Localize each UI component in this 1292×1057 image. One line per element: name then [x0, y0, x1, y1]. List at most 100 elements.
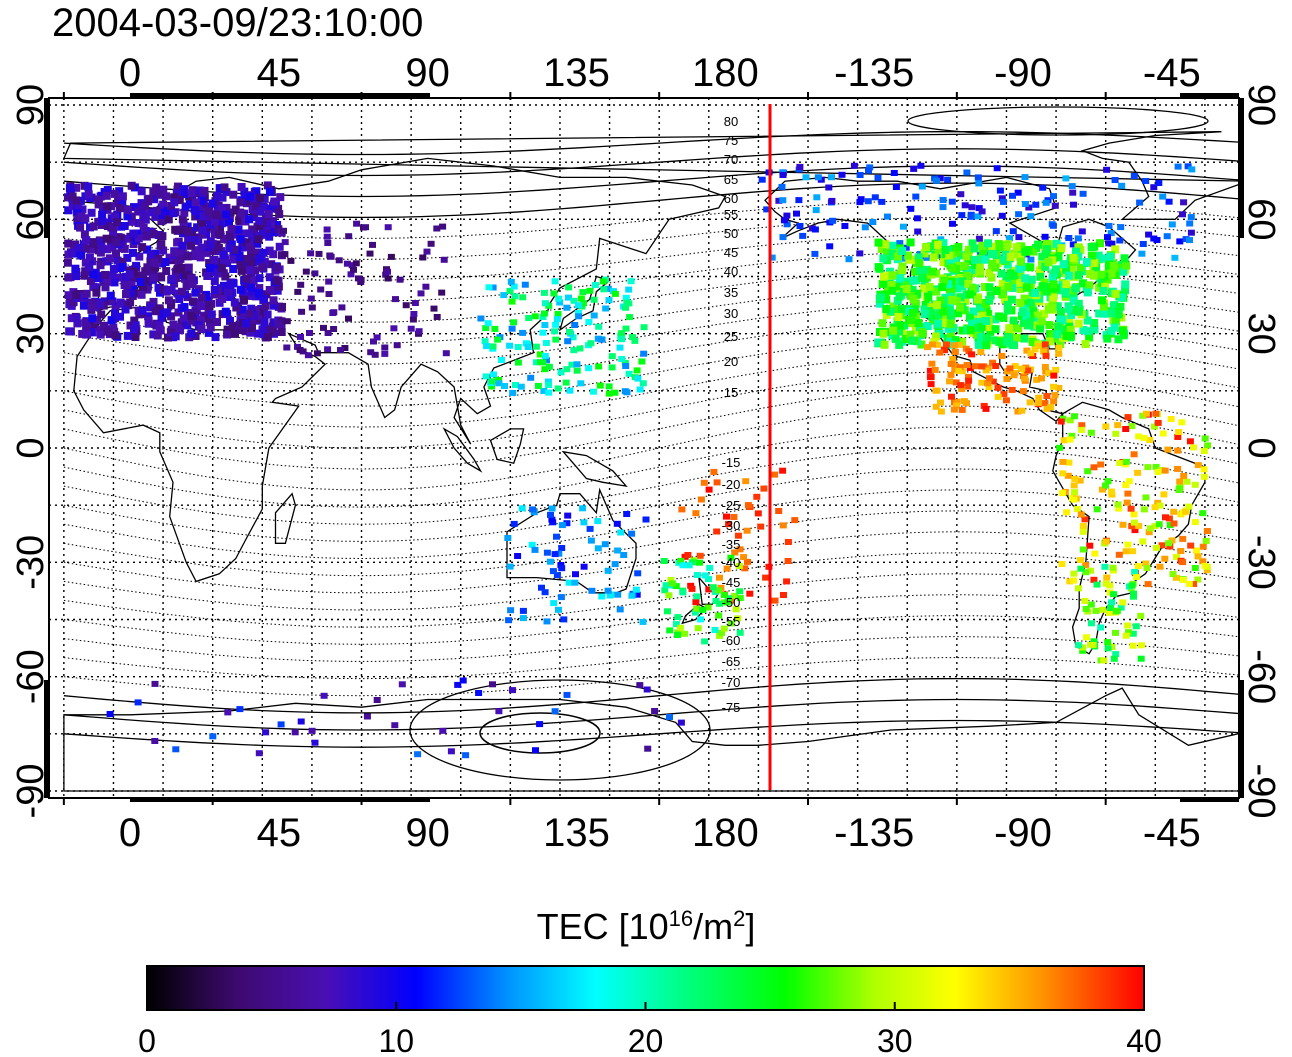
tec-pixel	[213, 318, 221, 326]
tec-pixel	[946, 336, 955, 345]
tec-pixel	[511, 293, 519, 300]
tec-pixel	[414, 751, 422, 758]
tec-pixel	[184, 263, 193, 272]
tec-pixel	[1191, 519, 1199, 526]
tec-pixel	[888, 241, 897, 250]
tec-pixel	[672, 621, 680, 628]
tec-pixel	[882, 295, 891, 304]
tec-pixel	[1112, 629, 1119, 636]
lat-label-right: 60	[1240, 198, 1282, 240]
tec-pixel	[514, 359, 522, 366]
tec-pixel	[1174, 163, 1182, 170]
tec-pixel	[120, 222, 129, 230]
tec-pixel	[1045, 321, 1054, 330]
mag-lat-contour	[63, 319, 1239, 386]
tec-pixel	[1050, 383, 1058, 390]
tec-pixel	[514, 344, 522, 350]
tec-pixel	[87, 208, 96, 217]
tec-pixel	[1098, 606, 1106, 613]
tec-pixel	[904, 251, 913, 260]
tec-pixel	[1097, 624, 1105, 631]
tec-pixel	[442, 350, 450, 357]
tec-pixel	[539, 329, 547, 336]
tec-pixel	[1026, 263, 1035, 272]
tec-pixel	[978, 312, 987, 321]
tec-pixel	[775, 508, 783, 514]
tec-pixel	[771, 597, 779, 604]
tec-pixel	[955, 341, 963, 348]
tec-pixel	[874, 174, 882, 181]
tec-pixel	[72, 196, 81, 205]
tec-pixel	[229, 265, 238, 273]
tec-pixel	[712, 598, 720, 604]
tec-pixel	[878, 198, 886, 205]
tec-pixel	[1079, 528, 1087, 535]
tec-pixel	[934, 319, 942, 328]
tec-pixel	[324, 330, 332, 336]
tec-pixel	[508, 325, 516, 332]
tec-pixel	[1154, 468, 1162, 475]
tec-pixel	[1135, 522, 1143, 529]
tec-pixel	[137, 219, 146, 228]
tec-pixel	[138, 272, 146, 280]
tec-pixel	[965, 313, 974, 322]
tec-pixel	[760, 485, 768, 492]
tec-pixel	[489, 681, 496, 688]
tec-pixel	[1017, 242, 1026, 251]
tec-pixel	[1119, 331, 1128, 340]
tec-pixel	[975, 205, 983, 212]
tec-pixel	[982, 405, 990, 412]
mag-lat-contour	[63, 615, 1239, 662]
tec-pixel	[547, 511, 554, 518]
tec-pixel	[1130, 511, 1138, 518]
tec-pixel	[692, 599, 700, 606]
tec-pixel	[898, 266, 907, 275]
tec-pixel	[1056, 266, 1065, 275]
tec-pixel	[961, 296, 970, 305]
tec-pixel	[373, 697, 381, 703]
tec-pixel	[985, 269, 994, 278]
tec-pixel	[1140, 434, 1148, 441]
tec-pixel	[138, 285, 147, 294]
tec-pixel	[167, 286, 176, 294]
lon-label-top: 90	[405, 51, 450, 95]
tec-pixel	[259, 203, 268, 212]
tec-pixel	[181, 270, 190, 279]
tec-pixel	[242, 319, 250, 328]
tec-pixel	[69, 298, 78, 306]
tec-pixel	[715, 612, 723, 619]
tec-pixel	[306, 330, 313, 336]
tec-pixel	[1070, 272, 1079, 281]
tec-pixel	[932, 403, 940, 410]
tec-pixel	[1074, 235, 1082, 242]
tec-pixel	[1142, 560, 1150, 567]
tec-pixel	[1203, 567, 1211, 574]
tec-pixel	[896, 240, 904, 247]
tec-pixel	[1185, 503, 1193, 510]
tec-pixel	[112, 249, 120, 258]
tec-pixel	[1054, 322, 1063, 331]
tec-pixel	[123, 212, 132, 221]
tec-pixel	[229, 190, 238, 199]
tec-pixel	[985, 384, 993, 391]
tec-pixel	[96, 330, 105, 339]
tec-pixel	[518, 505, 526, 512]
tec-pixel	[642, 516, 650, 523]
lon-label-top: 135	[543, 51, 610, 95]
tec-pixel	[366, 250, 374, 257]
tec-pixel	[1100, 657, 1108, 664]
tec-pixel	[149, 230, 158, 238]
tec-pixel	[1190, 581, 1198, 587]
tec-pixel	[1079, 644, 1087, 651]
tec-pixel	[116, 298, 125, 307]
tec-pixel	[661, 587, 669, 594]
tec-pixel	[605, 383, 613, 390]
tec-pixel	[240, 187, 249, 196]
mag-lat-contour	[63, 199, 1239, 239]
tec-pixel	[122, 290, 130, 299]
tec-pixel	[150, 258, 159, 267]
tec-pixel	[407, 325, 415, 332]
tec-pixel	[908, 309, 917, 317]
tec-pixel	[174, 308, 183, 317]
tec-pixel	[953, 284, 962, 293]
